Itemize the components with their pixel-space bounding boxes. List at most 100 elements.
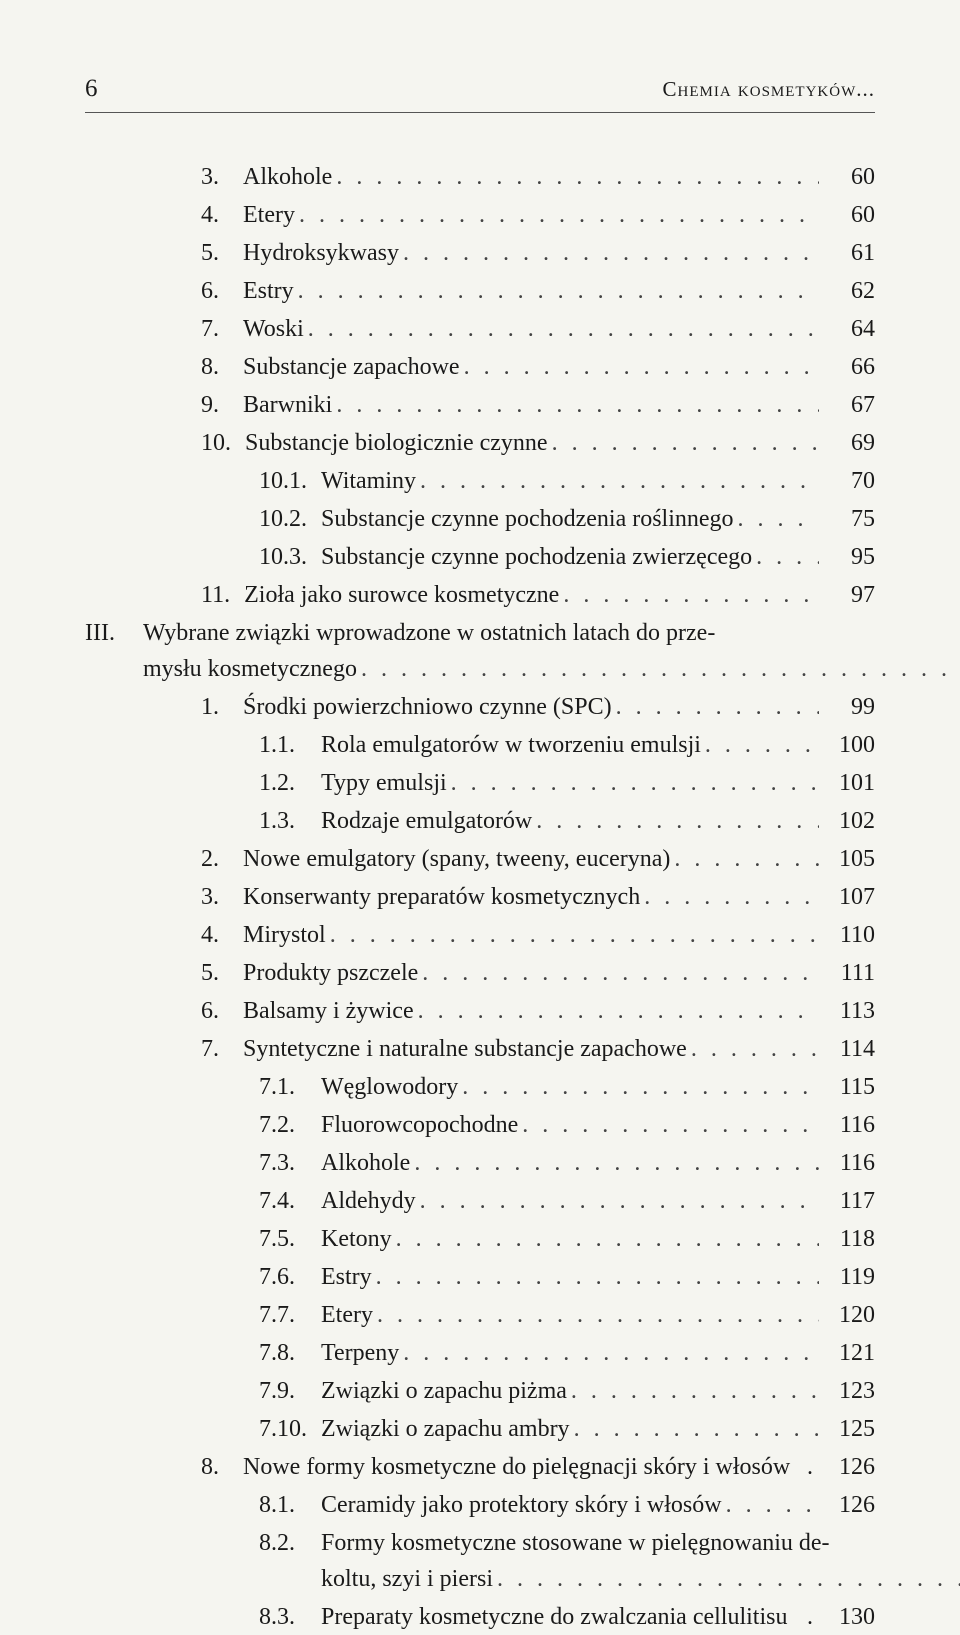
toc-leader bbox=[518, 1107, 819, 1143]
toc-title: Etery bbox=[243, 197, 295, 233]
toc-title: Nowe formy kosmetyczne do pielęgnacji sk… bbox=[243, 1449, 790, 1485]
toc-page: 111 bbox=[819, 955, 875, 991]
toc-number: 3. bbox=[201, 879, 243, 915]
toc-number: 1. bbox=[201, 689, 243, 725]
toc-entry: 4.Etery60 bbox=[85, 197, 875, 233]
toc-page: 126 bbox=[819, 1487, 875, 1523]
toc-number: 7.7. bbox=[259, 1297, 321, 1333]
toc-page: 120 bbox=[819, 1297, 875, 1333]
toc-entry: 7.2.Fluorowcopochodne116 bbox=[85, 1107, 875, 1143]
toc-title: Substancje czynne pochodzenia zwierzęceg… bbox=[321, 539, 752, 575]
toc-leader bbox=[418, 955, 819, 991]
toc-entry: 7.1.Węglowodory115 bbox=[85, 1069, 875, 1105]
toc-text-wrap: Formy kosmetyczne stosowane w pielęgnowa… bbox=[321, 1525, 960, 1597]
toc-number: 7.9. bbox=[259, 1373, 321, 1409]
toc-entry: 8.Substancje zapachowe66 bbox=[85, 349, 875, 385]
toc-page: 61 bbox=[819, 235, 875, 271]
toc-number: 10. bbox=[201, 425, 245, 461]
toc-leader bbox=[304, 311, 819, 347]
toc-leader bbox=[570, 1411, 819, 1447]
toc-title: Aldehydy bbox=[321, 1183, 416, 1219]
toc-title: Syntetyczne i naturalne substancje zapac… bbox=[243, 1031, 687, 1067]
toc-entry: 7.9.Związki o zapachu piżma123 bbox=[85, 1373, 875, 1409]
toc-entry: 7.7.Etery 120 bbox=[85, 1297, 875, 1333]
toc-entry: 1.3.Rodzaje emulgatorów102 bbox=[85, 803, 875, 839]
toc-entry: 8.3.Preparaty kosmetyczne do zwalczania … bbox=[85, 1599, 875, 1635]
page-number: 6 bbox=[85, 70, 98, 108]
toc-page: 67 bbox=[819, 387, 875, 423]
toc-leader bbox=[752, 539, 819, 575]
toc-leader bbox=[392, 1221, 819, 1257]
toc-roman: III. bbox=[85, 615, 143, 651]
running-title: Chemia kosmetyków... bbox=[663, 74, 876, 106]
toc-leader bbox=[416, 1183, 819, 1219]
toc-title: Węglowodory bbox=[321, 1069, 458, 1105]
toc-entry: 8.2.Formy kosmetyczne stosowane w pielęg… bbox=[85, 1525, 875, 1597]
toc-leader bbox=[460, 349, 819, 385]
page-header: 6 Chemia kosmetyków... bbox=[85, 70, 875, 113]
toc-title-line2-row: mysłu kosmetycznego99 bbox=[143, 651, 960, 687]
toc-entry: 10.3.Substancje czynne pochodzenia zwier… bbox=[85, 539, 875, 575]
toc-title: Mirystol bbox=[243, 917, 326, 953]
toc-leader bbox=[332, 387, 819, 423]
toc-page: 97 bbox=[819, 577, 875, 613]
toc-leader bbox=[687, 1031, 819, 1067]
toc-number: 1.3. bbox=[259, 803, 321, 839]
toc-entry: 7.10.Związki o zapachu ambry125 bbox=[85, 1411, 875, 1447]
toc-entry: 3.Konserwanty preparatów kosmetycznych10… bbox=[85, 879, 875, 915]
toc-title: Nowe emulgatory (spany, tweeny, euceryna… bbox=[243, 841, 670, 877]
table-of-contents: 3.Alkohole604.Etery605.Hydroksykwasy616.… bbox=[85, 159, 875, 1635]
toc-entry: 9.Barwniki67 bbox=[85, 387, 875, 423]
toc-leader bbox=[612, 689, 819, 725]
toc-number: 4. bbox=[201, 197, 243, 233]
toc-title: Hydroksykwasy bbox=[243, 235, 399, 271]
toc-page: 99 bbox=[819, 689, 875, 725]
toc-number: 8.1. bbox=[259, 1487, 321, 1523]
toc-title: Balsamy i żywice bbox=[243, 993, 414, 1029]
toc-entry: 1.1.Rola emulgatorów w tworzeniu emulsji… bbox=[85, 727, 875, 763]
toc-page: 66 bbox=[819, 349, 875, 385]
toc-page: 60 bbox=[819, 159, 875, 195]
toc-title-line2: koltu, szyi i piersi bbox=[321, 1561, 493, 1597]
toc-number: 1.2. bbox=[259, 765, 321, 801]
toc-entry: 7.5.Ketony118 bbox=[85, 1221, 875, 1257]
toc-leader bbox=[559, 577, 819, 613]
toc-title: Estry bbox=[243, 273, 294, 309]
toc-entry: 7.6.Estry119 bbox=[85, 1259, 875, 1295]
toc-title-line1: Formy kosmetyczne stosowane w pielęgnowa… bbox=[321, 1525, 960, 1561]
toc-entry: III.Wybrane związki wprowadzone w ostatn… bbox=[85, 615, 875, 687]
toc-entry: 7.Syntetyczne i naturalne substancje zap… bbox=[85, 1031, 875, 1067]
toc-entry: 1.2.Typy emulsji101 bbox=[85, 765, 875, 801]
toc-page: 116 bbox=[819, 1145, 875, 1181]
toc-entry: 1.Środki powierzchniowo czynne (SPC)99 bbox=[85, 689, 875, 725]
toc-page: 121 bbox=[819, 1335, 875, 1371]
toc-page: 118 bbox=[819, 1221, 875, 1257]
toc-page: 125 bbox=[819, 1411, 875, 1447]
toc-page: 115 bbox=[819, 1069, 875, 1105]
toc-number: 3. bbox=[201, 159, 243, 195]
toc-title: Woski bbox=[243, 311, 304, 347]
toc-number: 7.2. bbox=[259, 1107, 321, 1143]
toc-entry: 8.Nowe formy kosmetyczne do pielęgnacji … bbox=[85, 1449, 875, 1485]
toc-entry: 11.Zioła jako surowce kosmetyczne97 bbox=[85, 577, 875, 613]
toc-number: 7.4. bbox=[259, 1183, 321, 1219]
toc-leader bbox=[326, 917, 819, 953]
toc-leader bbox=[567, 1373, 819, 1409]
toc-page: 95 bbox=[819, 539, 875, 575]
toc-number: 7.8. bbox=[259, 1335, 321, 1371]
toc-title: Zioła jako surowce kosmetyczne bbox=[244, 577, 559, 613]
toc-number: 6. bbox=[201, 273, 243, 309]
toc-title: Typy emulsji bbox=[321, 765, 447, 801]
toc-number: 10.1. bbox=[259, 463, 321, 499]
toc-leader bbox=[372, 1259, 819, 1295]
toc-entry: 4.Mirystol110 bbox=[85, 917, 875, 953]
toc-number: 8.3. bbox=[259, 1599, 321, 1635]
toc-leader bbox=[373, 1297, 819, 1333]
toc-page: 123 bbox=[819, 1373, 875, 1409]
toc-title-line1: Wybrane związki wprowadzone w ostatnich … bbox=[143, 615, 960, 651]
toc-title: Etery bbox=[321, 1297, 373, 1333]
toc-page: 75 bbox=[819, 501, 875, 537]
toc-leader bbox=[332, 159, 819, 195]
toc-number: 2. bbox=[201, 841, 243, 877]
toc-page: 64 bbox=[819, 311, 875, 347]
